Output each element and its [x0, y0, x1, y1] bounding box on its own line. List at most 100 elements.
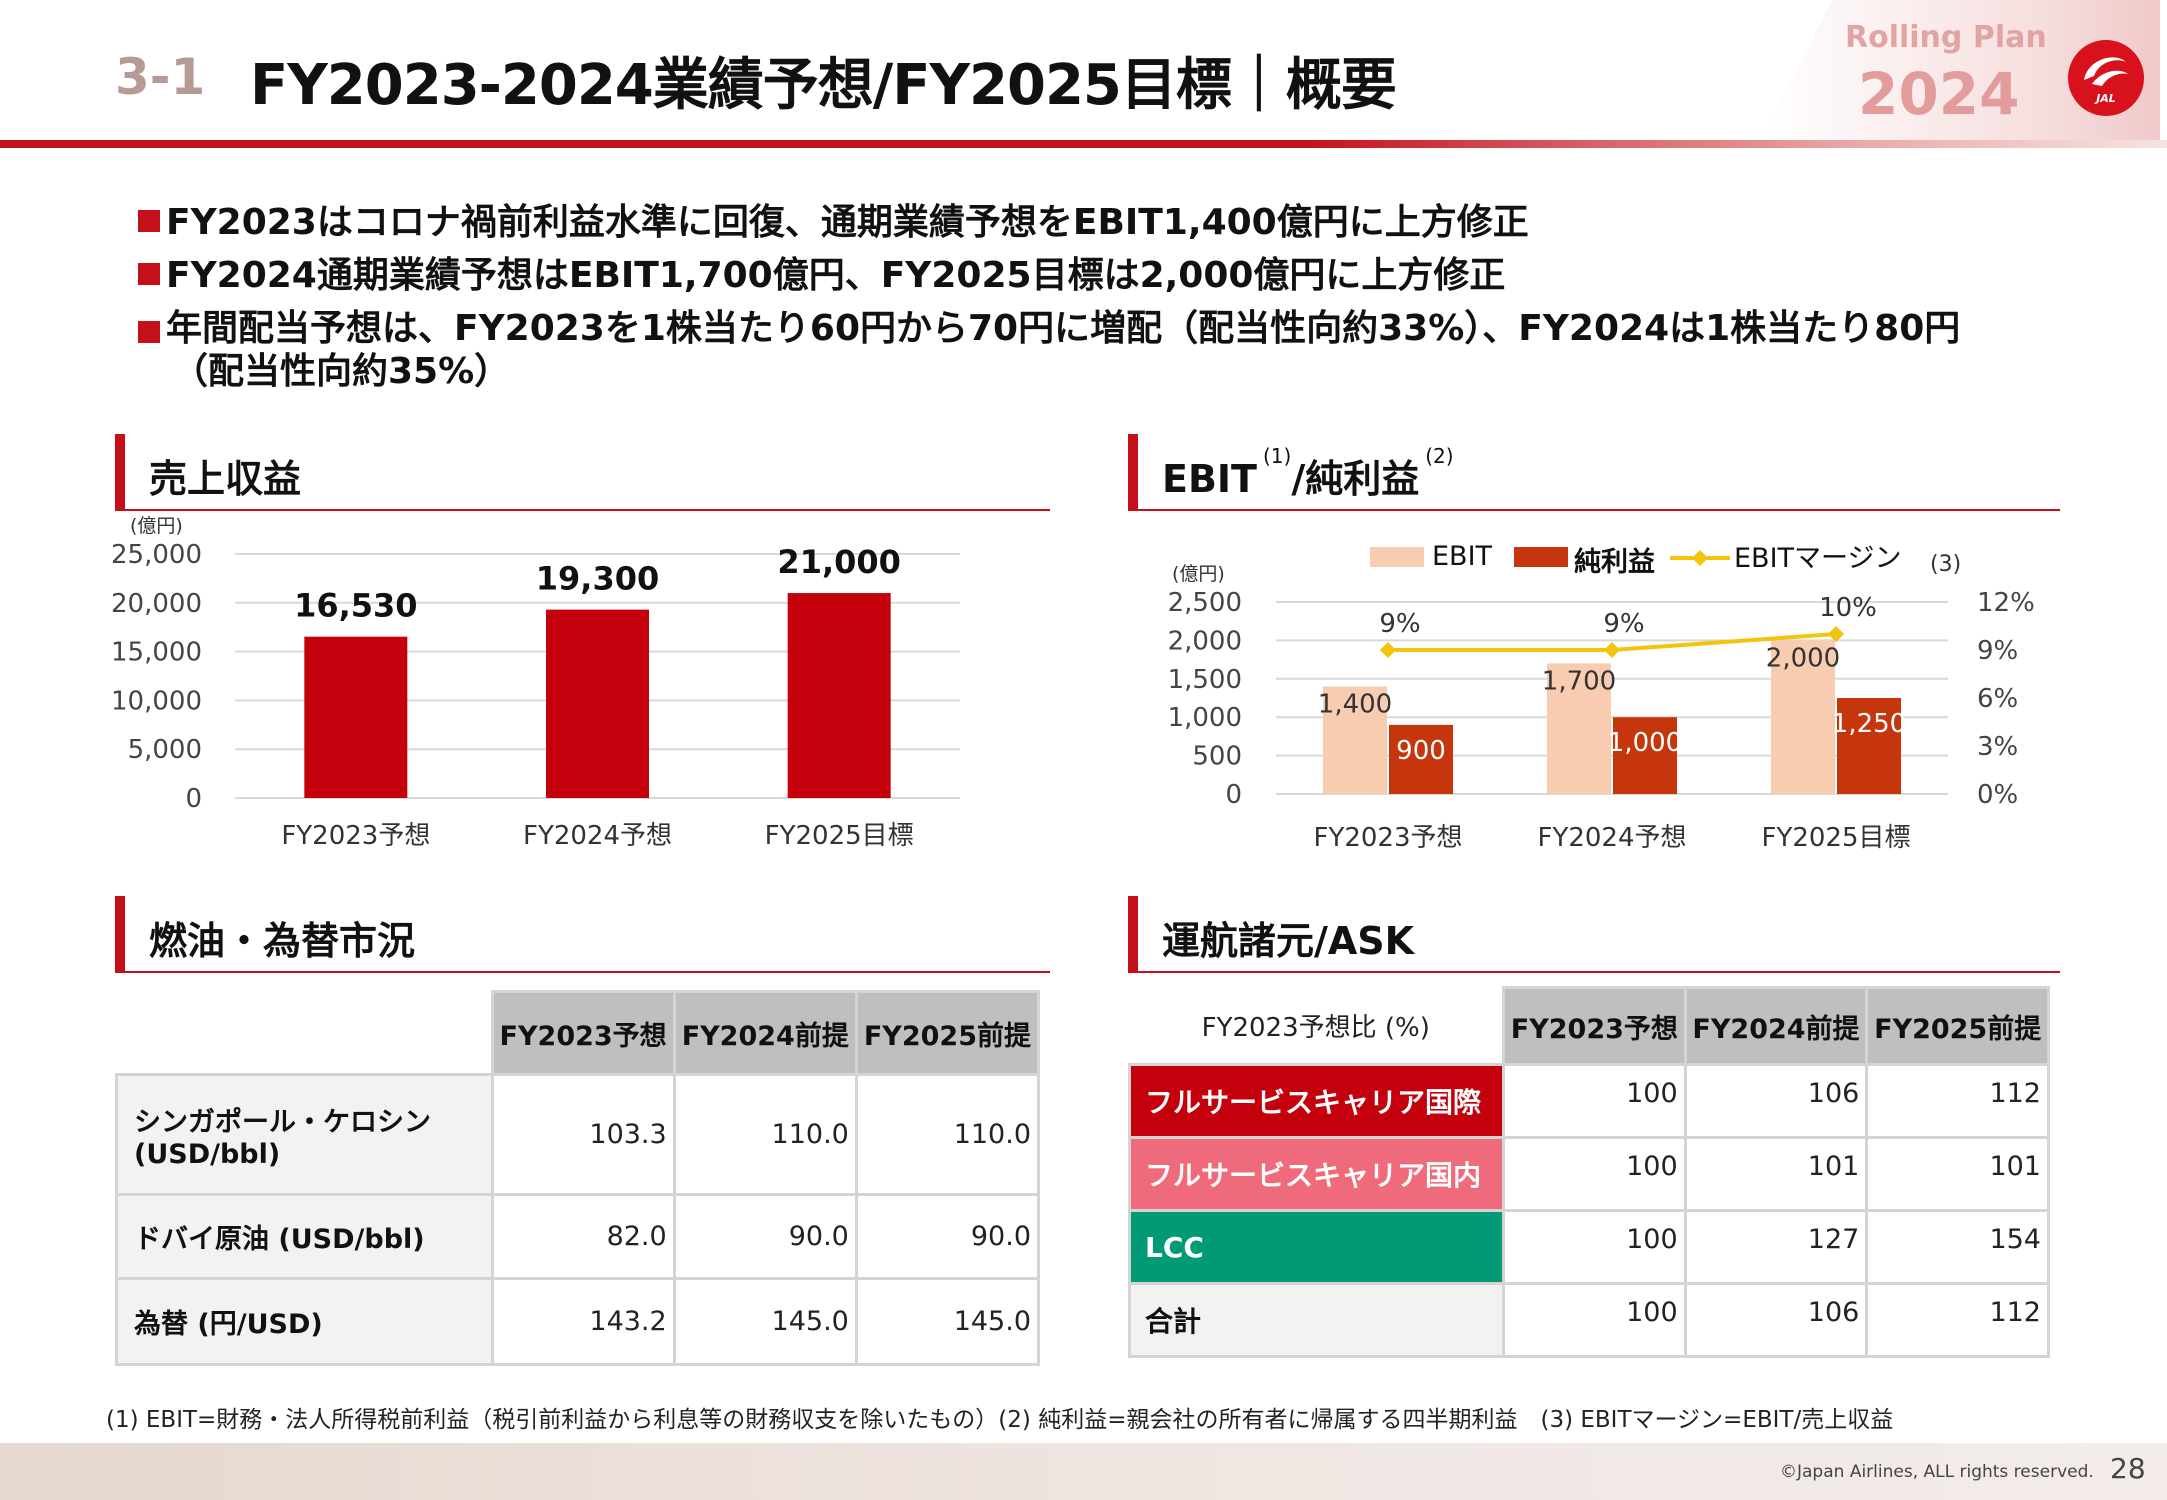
- legend-ebit-label: EBIT: [1432, 541, 1493, 572]
- net-income-bar: [1613, 717, 1677, 794]
- y-tick-label: 20,000: [111, 589, 202, 619]
- legend-margin-footnote: (3): [1930, 552, 1961, 577]
- cell-value: 100: [1502, 1282, 1687, 1358]
- legend-margin-marker: [1692, 550, 1708, 566]
- table-row: シンガポール・ケロシン (USD/bbl) 103.3 110.0 110.0: [115, 1073, 1041, 1196]
- column-header: FY2023予想: [1502, 986, 1687, 1066]
- net-income-data-label: 1,250: [1832, 709, 1906, 739]
- row-label-total: 合計: [1128, 1282, 1505, 1358]
- ebit-data-label: 1,700: [1542, 666, 1616, 696]
- y-tick-label: 5,000: [128, 735, 202, 765]
- cell-value: 103.3: [490, 1073, 676, 1196]
- ebit-section-heading: EBIT(1)/純利益(2): [1128, 434, 2060, 511]
- ebit-section-title: EBIT: [1162, 457, 1257, 501]
- x-tick-label: FY2025目標: [765, 821, 914, 851]
- y-tick-label: 1,000: [1168, 703, 1242, 733]
- row-label-fsc-international: フルサービスキャリア国際: [1128, 1063, 1505, 1139]
- bar-data-label: 21,000: [777, 543, 900, 581]
- bar-data-label: 16,530: [294, 587, 417, 625]
- net-income-bar: [1389, 724, 1453, 794]
- footnote: (1) EBIT=財務・法人所得税前利益（税引前利益から利息等の財務収支を除いた…: [106, 1407, 1894, 1433]
- cell-value: 100: [1502, 1136, 1687, 1212]
- copyright: ©Japan Airlines, ALL rights reserved.: [1780, 1462, 2094, 1482]
- cell-value: 90.0: [672, 1193, 858, 1280]
- section-number: 3-1: [115, 48, 206, 106]
- x-tick-label: FY2023予想: [1313, 823, 1462, 853]
- legend-net-income-label: 純利益: [1574, 546, 1655, 578]
- y-tick-label: 1,500: [1168, 665, 1242, 695]
- header-divider: [0, 140, 2167, 148]
- net-income-data-label: 1,000: [1608, 728, 1682, 758]
- y-tick-label: 2,500: [1168, 588, 1242, 618]
- net-income-data-label: 900: [1396, 736, 1446, 766]
- page-title: FY2023-2024業績予想/FY2025目標｜概要: [250, 53, 1397, 118]
- revenue-bar: [304, 636, 408, 798]
- bullet-item: FY2024通期業績予想はEBIT1,700億円、FY2025目標は2,000億…: [138, 249, 2098, 302]
- bullet-text: 年間配当予想は、FY2023を1株当たり60円から70円に増配（配当性向約33%…: [166, 308, 1961, 349]
- cell-value: 110.0: [672, 1073, 858, 1196]
- x-tick-label: FY2024予想: [1537, 823, 1686, 853]
- ask-table: FY2023予想比 (%) FY2023予想 FY2024前提 FY2025前提…: [1128, 986, 2050, 1358]
- cell-value: 145.0: [854, 1277, 1041, 1366]
- revenue-bar: [546, 609, 649, 798]
- row-label: シンガポール・ケロシン (USD/bbl): [115, 1073, 494, 1196]
- row-label: 為替 (円/USD): [115, 1277, 494, 1366]
- ebit-margin-point: [1380, 642, 1396, 658]
- ebit-footnote-ref: (1): [1262, 444, 1292, 468]
- column-header: FY2023予想: [490, 990, 676, 1076]
- legend-ebit-swatch: [1370, 547, 1424, 567]
- ask-section-heading: 運航諸元/ASK: [1128, 896, 2060, 973]
- fuel-section-heading: 燃油・為替市況: [115, 896, 1050, 973]
- cell-value: 143.2: [490, 1277, 676, 1366]
- cell-value: 82.0: [490, 1193, 676, 1280]
- column-header: FY2024前提: [1683, 986, 1869, 1066]
- cell-value: 154: [1865, 1209, 2050, 1285]
- fuel-section-title: 燃油・為替市況: [149, 919, 416, 963]
- y-tick-label: 0: [1225, 780, 1242, 810]
- cell-value: 112: [1865, 1282, 2050, 1358]
- bar-data-label: 19,300: [536, 560, 659, 598]
- table-row: フルサービスキャリア国際 100 106 112: [1128, 1063, 2050, 1139]
- column-header: FY2025前提: [854, 990, 1041, 1076]
- ebit-bar: [1323, 686, 1387, 794]
- footer-band: [0, 1443, 2167, 1500]
- x-tick-label: FY2024予想: [523, 821, 672, 851]
- margin-data-label: 10%: [1819, 593, 1877, 623]
- legend-net-income-swatch: [1514, 547, 1568, 567]
- cell-value: 100: [1502, 1063, 1687, 1139]
- revenue-bar-chart: (億円) 25,000 20,000 15,000 10,000 5,000 0 16,53…: [111, 515, 960, 851]
- y2-tick-label: 0%: [1977, 780, 2018, 810]
- revenue-bar: [787, 593, 891, 798]
- ebit-margin-point: [1828, 626, 1844, 642]
- row-label-lcc: LCC: [1128, 1209, 1505, 1285]
- bullet-text-continued: （配当性向約35%）: [172, 351, 511, 392]
- revenue-section-title: 売上収益: [149, 457, 302, 501]
- cell-value: 100: [1502, 1209, 1687, 1285]
- ask-section-title: 運航諸元/ASK: [1162, 919, 1415, 963]
- y-tick-label: 10,000: [111, 686, 202, 716]
- jal-logo-icon: JAL: [2068, 40, 2144, 116]
- table-corner: [116, 991, 493, 1076]
- cell-value: 101: [1683, 1136, 1869, 1212]
- table-header-row: FY2023予想 FY2024前提 FY2025前提: [116, 990, 1041, 1076]
- net-income-section-title: /純利益: [1291, 457, 1420, 501]
- x-tick-label: FY2025目標: [1761, 823, 1910, 853]
- table-row: ドバイ原油 (USD/bbl) 82.0 90.0 90.0: [115, 1193, 1041, 1280]
- table-note: FY2023予想比 (%): [1129, 987, 1504, 1065]
- y-tick-label: 0: [185, 784, 202, 814]
- cell-value: 110.0: [854, 1073, 1041, 1196]
- net-income-footnote-ref: (2): [1425, 444, 1454, 468]
- revenue-section-heading: 売上収益: [115, 434, 1050, 511]
- y2-tick-label: 3%: [1977, 732, 2018, 762]
- page-number: 28: [2110, 1452, 2146, 1485]
- rolling-plan-year: 2024: [1858, 60, 2020, 128]
- table-row: 合計 100 106 112: [1128, 1282, 2050, 1358]
- y-tick-label: 15,000: [111, 638, 202, 668]
- column-header: FY2025前提: [1865, 986, 2050, 1066]
- logo-text: JAL: [2094, 92, 2116, 105]
- cell-value: 106: [1683, 1282, 1869, 1358]
- revenue-unit-label: (億円): [130, 515, 183, 537]
- y2-tick-label: 12%: [1977, 588, 2035, 618]
- legend-margin-label: EBITマージン: [1734, 543, 1902, 574]
- cell-value: 112: [1865, 1063, 2050, 1139]
